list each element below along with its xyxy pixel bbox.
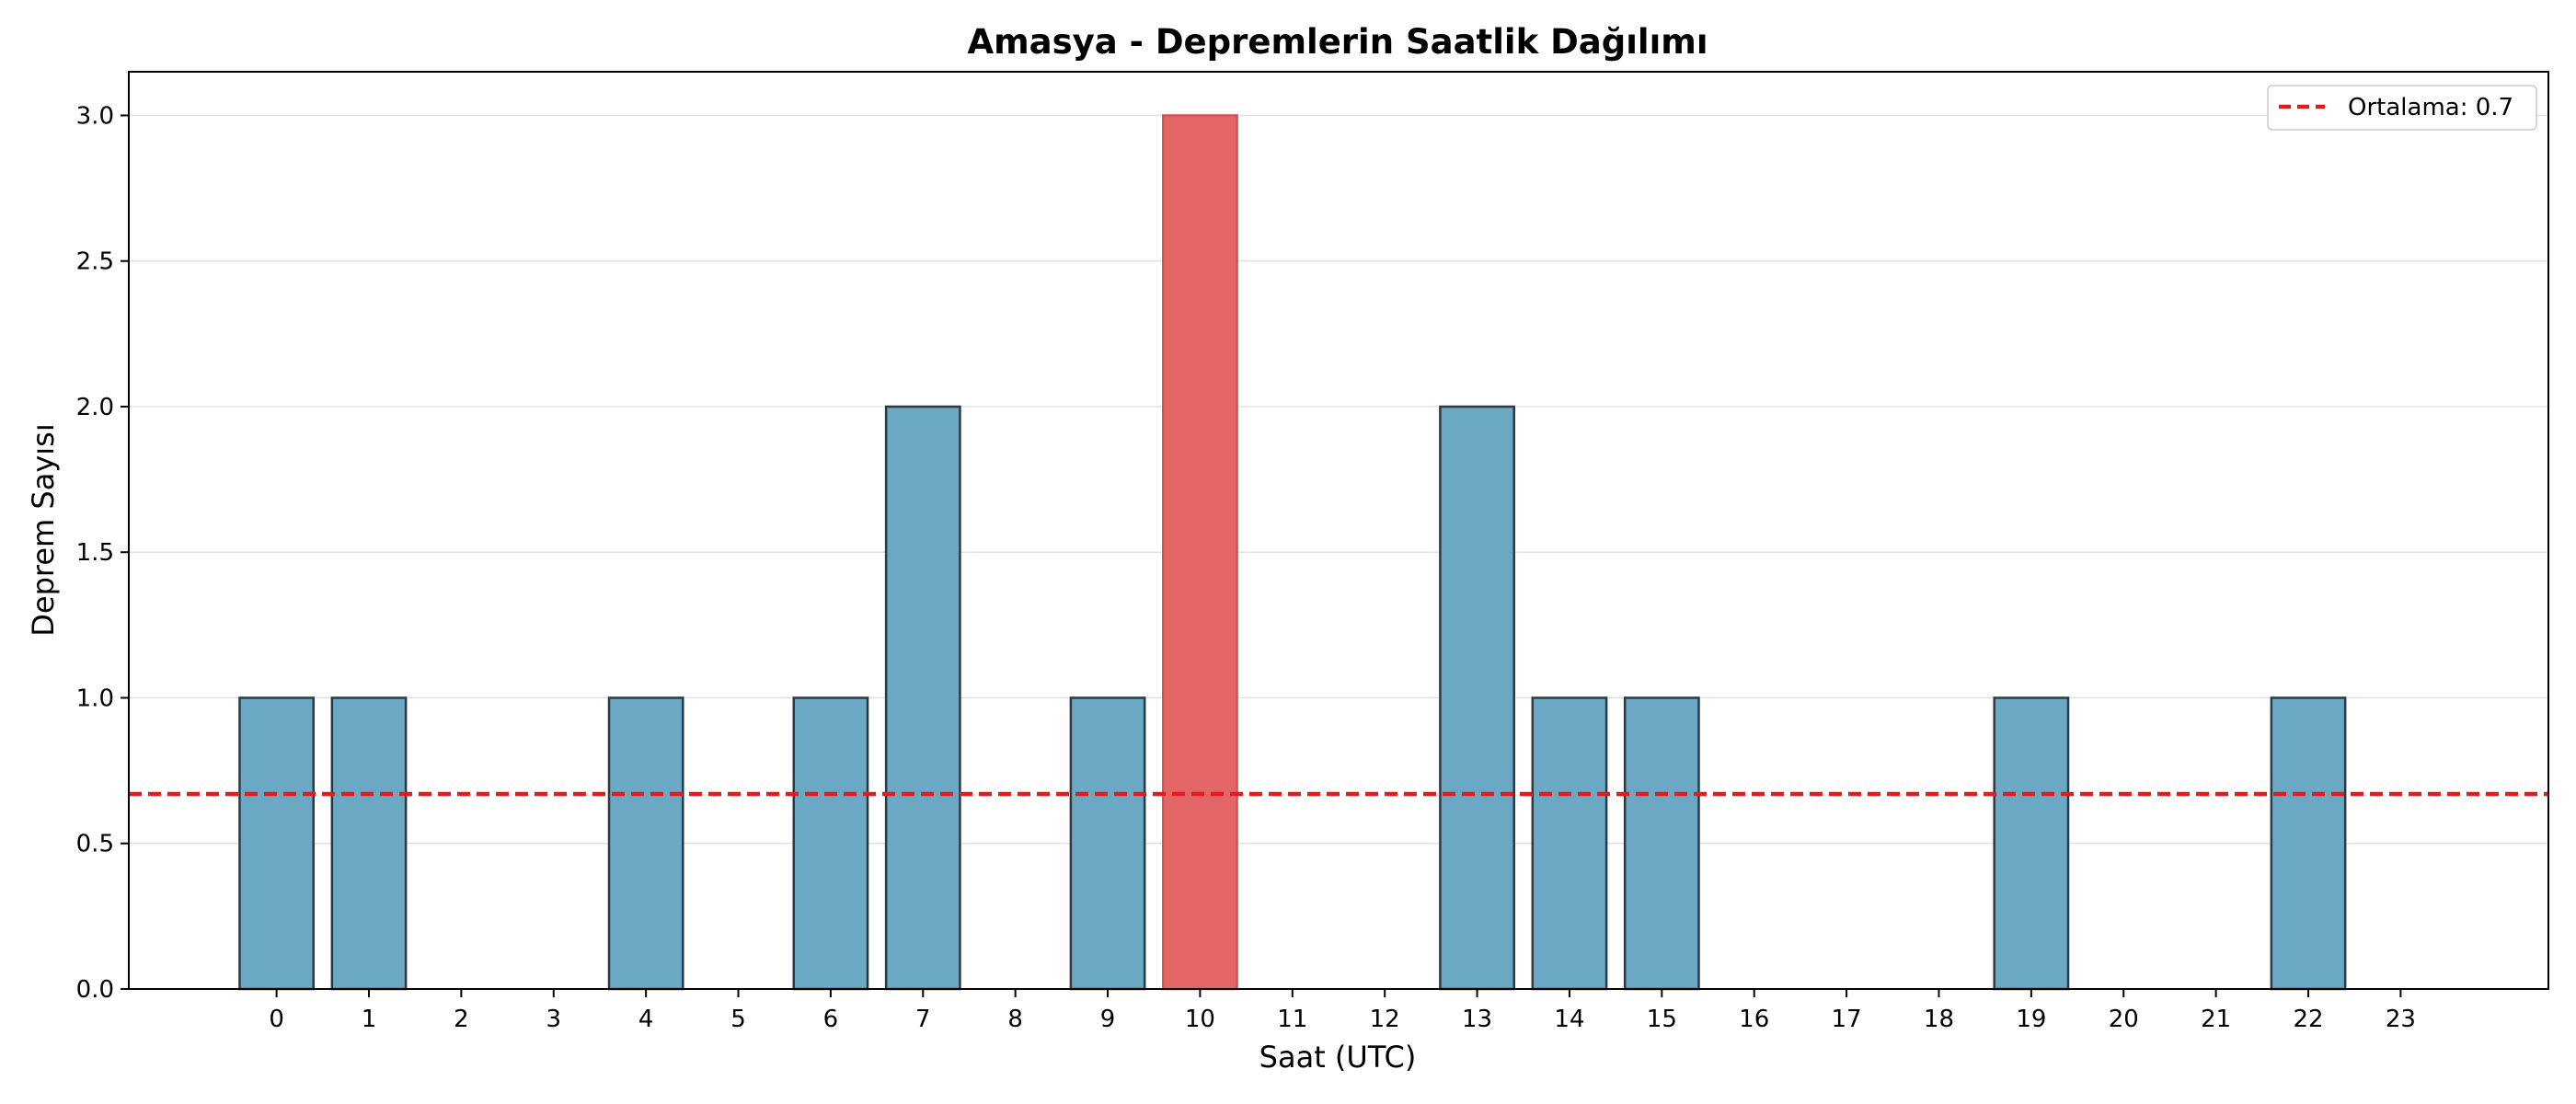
bars bbox=[238, 114, 2347, 991]
y-tick-label-5: 2.5 bbox=[76, 248, 114, 276]
bar-9 bbox=[1069, 696, 1146, 991]
x-tick-label-0: 0 bbox=[269, 1006, 284, 1033]
axes: 0.00.51.01.52.02.53.00 1 2 3 4 5 6 7 8 9 10 11 12 13 1… bbox=[76, 71, 2549, 1033]
x-tick-label-11: 11 bbox=[1277, 1006, 1307, 1033]
x-tick-label-9: 9 bbox=[1100, 1006, 1116, 1033]
y-tick-label-6: 3.0 bbox=[76, 102, 114, 130]
y-tick-label-4: 2.0 bbox=[76, 394, 114, 421]
x-axis-title: Saat (UTC) bbox=[1259, 1040, 1417, 1075]
bar-4 bbox=[607, 696, 684, 991]
x-tick-label-22: 22 bbox=[2293, 1006, 2323, 1033]
bar-19 bbox=[1993, 696, 2070, 991]
bar-6 bbox=[792, 696, 869, 991]
x-tick-label-15: 15 bbox=[1647, 1006, 1677, 1033]
x-tick-label-20: 20 bbox=[2109, 1006, 2139, 1033]
bar-22 bbox=[2270, 696, 2347, 991]
x-tick-label-18: 18 bbox=[1924, 1006, 1954, 1033]
legend-label: Ortalama: 0.7 bbox=[2348, 94, 2513, 121]
x-tick-label-6: 6 bbox=[823, 1006, 839, 1033]
x-tick-label-5: 5 bbox=[730, 1006, 746, 1033]
x-tick-label-2: 2 bbox=[454, 1006, 469, 1033]
bar-7 bbox=[884, 405, 961, 991]
chart-title: Amasya - Depremlerin Saatlik Dağılımı bbox=[967, 22, 1708, 62]
y-tick-label-3: 1.5 bbox=[76, 539, 114, 567]
x-tick-label-4: 4 bbox=[638, 1006, 654, 1033]
x-tick-label-12: 12 bbox=[1370, 1006, 1400, 1033]
x-tick-label-14: 14 bbox=[1554, 1006, 1584, 1033]
x-tick-label-16: 16 bbox=[1739, 1006, 1769, 1033]
y-tick-label-0: 0.0 bbox=[76, 976, 114, 1004]
x-tick-label-3: 3 bbox=[546, 1006, 561, 1033]
y-tick-label-1: 0.5 bbox=[76, 831, 114, 858]
x-tick-label-7: 7 bbox=[915, 1006, 931, 1033]
y-tick-label-2: 1.0 bbox=[76, 684, 114, 712]
grid-lines bbox=[129, 114, 2548, 845]
y-axis-title: Deprem Sayısı bbox=[26, 423, 61, 636]
legend-box bbox=[2267, 85, 2537, 131]
bar-0 bbox=[238, 696, 316, 991]
x-tick-label-13: 13 bbox=[1462, 1006, 1492, 1033]
x-tick-label-10: 10 bbox=[1185, 1006, 1215, 1033]
x-tick-label-1: 1 bbox=[362, 1006, 377, 1033]
bar-10 bbox=[1162, 114, 1238, 991]
x-tick-label-17: 17 bbox=[1832, 1006, 1862, 1033]
bar-14 bbox=[1531, 696, 1608, 991]
legend: Ortalama: 0.7 bbox=[2267, 85, 2537, 131]
x-tick-label-8: 8 bbox=[1007, 1006, 1023, 1033]
bar-13 bbox=[1439, 405, 1515, 991]
x-tick-label-21: 21 bbox=[2201, 1006, 2231, 1033]
x-tick-label-19: 19 bbox=[2016, 1006, 2046, 1033]
bar-1 bbox=[330, 696, 408, 991]
bar-15 bbox=[1623, 696, 1700, 991]
x-tick-label-23: 23 bbox=[2386, 1006, 2416, 1033]
plot-frame bbox=[128, 71, 2549, 990]
